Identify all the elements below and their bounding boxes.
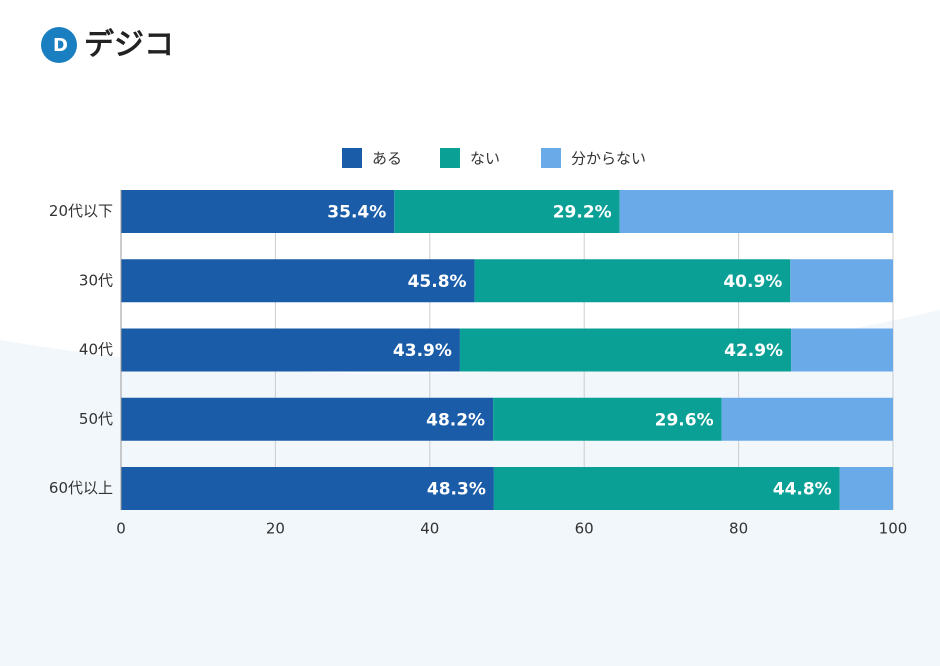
value-label: 29.2%	[553, 203, 612, 223]
bar-segment	[791, 328, 893, 372]
bar-segment	[121, 397, 494, 441]
value-label: 35.4%	[327, 203, 386, 223]
value-label: 48.3%	[427, 480, 486, 500]
x-tick-label: 40	[420, 520, 439, 538]
x-tick-label: 100	[879, 520, 908, 538]
logo-icon-letter: D	[53, 35, 68, 56]
bar-segment	[459, 328, 792, 372]
bar-segment	[121, 467, 494, 510]
value-label: 44.8%	[773, 480, 832, 500]
logo-text: デジコ	[84, 28, 174, 63]
bar-segment	[121, 328, 460, 372]
x-tick-label: 60	[575, 520, 594, 538]
bar-segment	[790, 259, 893, 303]
bar-segment	[394, 190, 620, 233]
y-tick-label: 20代以下	[49, 202, 113, 220]
bar-segment	[721, 397, 893, 441]
bar-segment	[493, 397, 722, 441]
legend-swatch	[541, 148, 561, 168]
value-label: 29.6%	[655, 410, 714, 430]
value-label: 40.9%	[723, 272, 782, 292]
bar-segment	[121, 190, 395, 233]
legend-label: 分からない	[571, 150, 646, 168]
legend-label: ない	[470, 150, 500, 168]
bar-segment	[839, 467, 893, 510]
y-tick-label: 50代	[79, 410, 113, 428]
y-tick-label: 30代	[79, 271, 113, 289]
legend-swatch	[342, 148, 362, 168]
y-tick-label: 60代以上	[49, 479, 113, 497]
value-label: 42.9%	[724, 341, 783, 361]
legend-label: ある	[372, 150, 402, 168]
value-label: 43.9%	[393, 341, 452, 361]
value-label: 45.8%	[408, 272, 467, 292]
x-tick-label: 0	[116, 520, 126, 538]
x-tick-label: 80	[729, 520, 748, 538]
bar-segment	[493, 467, 840, 510]
bar-segment	[121, 259, 475, 303]
bar-segment	[474, 259, 791, 303]
bar-segment	[619, 190, 893, 233]
x-tick-label: 20	[266, 520, 285, 538]
logo-icon	[41, 27, 77, 63]
legend-swatch	[440, 148, 460, 168]
value-label: 48.2%	[426, 410, 485, 430]
y-tick-label: 40代	[79, 341, 113, 359]
